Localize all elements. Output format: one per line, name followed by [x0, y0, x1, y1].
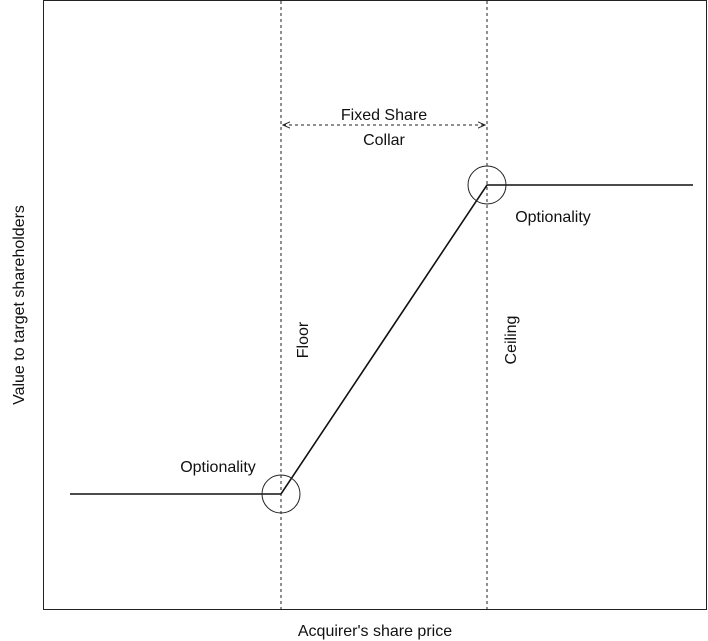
- optionality-circle: [261, 474, 301, 514]
- optionality-circle: [467, 165, 507, 205]
- collar-label: Collar: [363, 132, 405, 149]
- x-axis-label: Acquirer's share price: [298, 623, 452, 640]
- floor-label: Floor: [295, 321, 312, 358]
- collar-label: Fixed Share: [341, 107, 427, 124]
- payoff-line: [70, 184, 693, 495]
- ceiling-label: Ceiling: [503, 316, 520, 365]
- plot-frame: [43, 0, 707, 610]
- optionality-label: Optionality: [515, 209, 591, 226]
- optionality-label: Optionality: [180, 459, 256, 476]
- y-axis-label: Value to target shareholders: [11, 205, 28, 405]
